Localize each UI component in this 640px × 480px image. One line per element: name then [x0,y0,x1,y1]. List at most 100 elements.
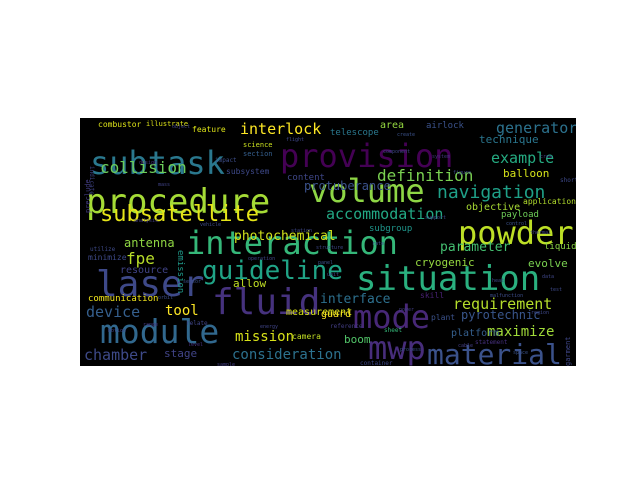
word-interlock: interlock [240,120,321,138]
word-skill: skill [420,291,444,300]
word-illustrate: illustrate [146,120,188,128]
word-sensor: sensor [183,279,201,285]
word-maximize: maximize [487,324,554,340]
word-mass: mass [158,182,170,188]
word-navigation: navigation [437,182,545,203]
word-relate: relate [186,320,208,327]
word-emission: emission [175,250,185,293]
word-preclude: preclude [84,179,92,213]
word-measurement: measurement [286,307,352,318]
word-panel: panel [318,260,333,266]
word-powder: powder [458,214,574,252]
word-example: example [491,149,554,167]
word-subsatellite: subsatellite [100,202,259,227]
word-resource: resource [120,265,168,276]
word-cryogenic: cryogenic [415,256,475,269]
word-sheet: sheet [384,327,402,334]
word-orbit: orbit [158,295,173,301]
word-photochemical: photochemical [234,229,336,244]
word-camera: camera [292,332,321,341]
word-garment: garment [564,336,572,366]
word-statement: statement [475,339,508,346]
word-subsystem: subsystem [226,167,270,176]
word-indicate: indicate [88,166,95,195]
word-reference: reference [330,323,363,330]
word-airlock: airlock [426,121,465,131]
word-flight: flight [286,137,304,143]
word-device: device [86,303,140,321]
word-utilize: utilize [90,246,116,253]
word-control: control [506,221,527,227]
word-malfunction: malfunction [490,293,523,299]
word-collision: collision [100,158,187,177]
word-test: test [550,287,562,293]
word-procedure: procedure [86,182,270,222]
word-definition: definition [377,166,473,185]
word-protuberance: protuberance [304,179,391,193]
word-short: short [560,177,576,184]
word-section: section [243,150,273,158]
word-laser: laser [96,264,204,305]
word-evolve: evolve [528,257,568,270]
word-module: module [100,312,219,351]
word-subtask: subtask [90,144,225,182]
word-design: design [139,160,157,166]
word-allow: allow [233,277,266,290]
word-generator: generator [496,119,576,137]
word-crew: crew [540,154,553,160]
word-objective: objective [466,202,520,213]
word-data: data [542,274,554,280]
word-provision: provision [280,137,453,175]
word-mission: mission [235,329,294,345]
word-tool: tool [165,303,199,319]
word-station: station [291,228,312,234]
word-subgroup: subgroup [369,224,412,234]
word-create: create [397,132,415,138]
word-mwp: mwp [368,329,426,366]
word-component: component [383,149,410,155]
word-science: science [243,141,273,149]
word-rate: rate [372,241,384,247]
word-antenna: antenna [124,236,175,250]
word-interface: interface [320,292,391,307]
word-boom: boom [344,333,371,346]
word-content: content [287,173,325,183]
word-motion: motion [108,328,126,334]
word-thermal: thermal [530,230,551,236]
word-stage: stage [164,347,197,360]
word-fpe: fpe [126,249,155,268]
word-interaction: interaction [186,224,398,262]
word-range: range [143,322,158,328]
word-volume: volume [309,172,425,210]
word-sample: sample [217,362,235,366]
word-liquid: liquid [544,242,576,252]
word-space: space [513,350,528,356]
word-minimize: minimize [88,253,127,262]
word-impact: impact [215,157,237,164]
word-requirement: requirement [453,295,552,313]
word-guideline: guideline [202,256,343,286]
word-pyrotechnic: pyrotechnic [461,308,540,322]
word-plant: plant [431,313,455,322]
word-telescope: telescope [330,128,379,138]
word-payload: payload [501,210,539,220]
word-cloud: procedure volume interaction situation fluid… [80,118,576,366]
word-area: area [380,120,404,131]
word-operation: operation [248,256,275,262]
word-balloon: balloon [503,167,549,180]
word-power: power [399,307,414,313]
word-chamber: chamber [84,346,147,364]
word-process: process [400,347,421,353]
word-cable: cable [458,343,473,349]
word-structure: structure [316,245,343,251]
word-level: level [188,342,203,348]
word-analysis: analysis [134,218,158,224]
word-guard: guard [321,309,351,320]
word-object: object [172,124,190,130]
word-situation: situation [356,259,540,299]
word-figure: figure [453,170,471,176]
word-vehicle: vehicle [200,222,221,228]
word-technique: technique [479,133,539,146]
